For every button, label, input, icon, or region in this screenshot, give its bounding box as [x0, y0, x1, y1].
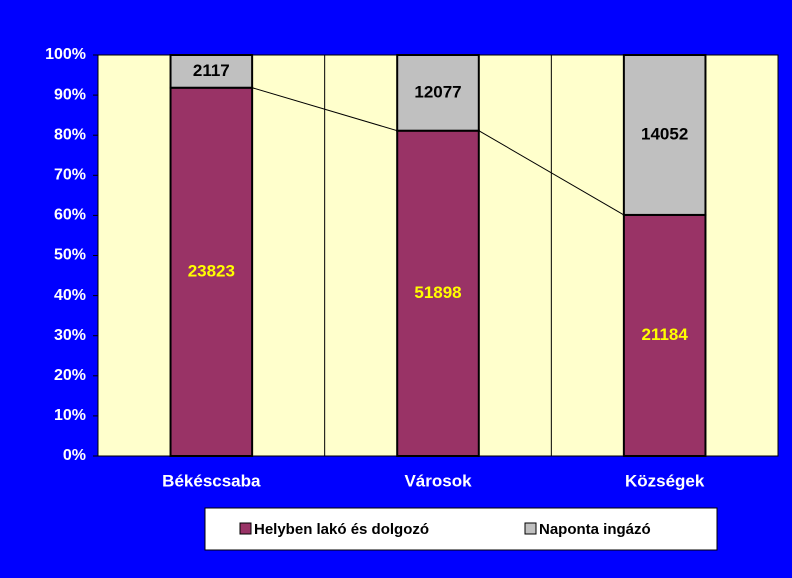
bar-segment — [169, 86, 254, 458]
data-label: 2117 — [193, 61, 230, 80]
data-label: 14052 — [641, 124, 688, 143]
data-label: 12077 — [414, 82, 461, 101]
legend: Helyben lakó és dolgozó Naponta ingázó — [204, 507, 718, 551]
data-label: 21184 — [641, 325, 688, 344]
legend-label: Naponta ingázó — [539, 521, 651, 538]
legend-label: Helyben lakó és dolgozó — [254, 521, 429, 538]
x-tick-label: Békéscsaba — [162, 471, 261, 490]
legend-swatch — [524, 522, 537, 535]
y-tick-label: 60% — [54, 207, 86, 224]
y-tick-label: 0% — [63, 447, 86, 464]
bar-segment — [396, 54, 480, 132]
y-tick-label: 100% — [45, 46, 86, 63]
bar-segment — [396, 129, 480, 457]
bar-segment — [622, 213, 707, 457]
y-tick-label: 30% — [54, 327, 86, 344]
bar-segment — [622, 54, 707, 216]
y-tick-label: 50% — [54, 247, 86, 264]
y-tick-label: 40% — [54, 287, 86, 304]
y-tick-label: 20% — [54, 367, 86, 384]
y-tick-label: 90% — [54, 86, 86, 103]
legend-swatch — [239, 522, 252, 535]
legend-box — [204, 507, 718, 551]
data-label: 51898 — [414, 283, 461, 302]
y-tick-label: 70% — [54, 167, 86, 184]
y-tick-label: 80% — [54, 126, 86, 143]
x-tick-label: Városok — [404, 471, 472, 490]
data-label: 23823 — [188, 261, 235, 280]
x-tick-label: Községek — [625, 471, 705, 490]
series-line — [251, 87, 398, 132]
series-line — [478, 130, 625, 216]
bar-segment — [169, 54, 254, 89]
y-tick-label: 10% — [54, 407, 86, 424]
